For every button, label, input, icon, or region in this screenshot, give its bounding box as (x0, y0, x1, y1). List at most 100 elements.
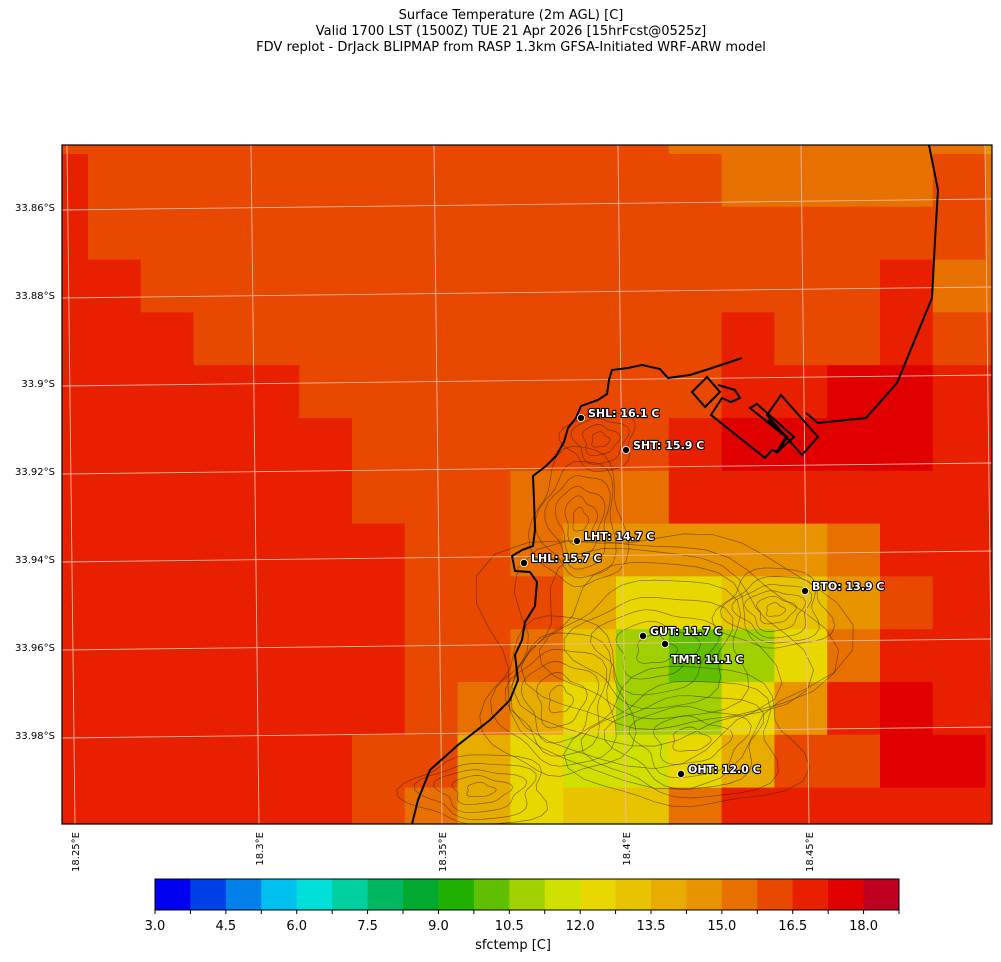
grid-cell (774, 629, 828, 683)
contour-line (505, 649, 608, 757)
latitude-label: 33.98°S (15, 731, 55, 742)
longitude-label: 18.35°E (438, 832, 449, 872)
grid-cell (827, 154, 881, 208)
station-dot-icon (639, 632, 648, 641)
colorbar-tick-label: 3.0 (145, 919, 166, 934)
grid-cell (457, 629, 511, 683)
grid-cell (721, 312, 775, 366)
grid-cell (985, 734, 992, 789)
grid-cell (193, 259, 247, 313)
grid-cell (457, 312, 511, 366)
contour-line (765, 602, 787, 617)
grid-cell (246, 787, 300, 824)
grid-cell (140, 576, 195, 630)
colorbar-tick-label: 16.5 (778, 919, 807, 934)
colorbar-swatch (403, 879, 439, 910)
grid-cell (774, 206, 828, 261)
grid-cell (880, 734, 934, 789)
colorbar-tick-label: 10.5 (495, 919, 524, 934)
grid-cell (932, 576, 987, 630)
contour-line (570, 417, 630, 465)
grid-cell (721, 682, 775, 736)
grid-cell (616, 259, 670, 313)
colorbar-swatch (651, 879, 687, 910)
station-label: SHL: 16.1 C (588, 407, 659, 420)
longitude-label: 18.45°E (805, 832, 816, 872)
grid-cell (88, 312, 142, 366)
grid-cell (299, 145, 353, 155)
grid-cell (668, 682, 723, 736)
grid-cell (457, 734, 511, 789)
longitude-label: 18.25°E (71, 832, 82, 872)
contour-line (564, 495, 598, 545)
grid-cell (563, 312, 617, 366)
colorbar-swatch (332, 879, 369, 910)
grid-cell (457, 154, 511, 208)
grid-cell (827, 523, 881, 577)
grid-cell (880, 523, 934, 577)
contour-line (572, 506, 590, 532)
grid-cell (510, 682, 564, 736)
colorbar-swatch (828, 879, 865, 910)
contour-line (591, 431, 611, 448)
latitude-label: 33.88°S (15, 291, 55, 302)
grid-cell (457, 145, 511, 155)
colorbar-swatch (438, 879, 475, 910)
grid-cell (193, 145, 247, 155)
grid-cell (668, 154, 723, 208)
grid-cell (140, 470, 195, 525)
grid-cell (510, 154, 564, 208)
grid-cell (774, 787, 828, 824)
grid-cell (668, 470, 723, 525)
grid-cell (721, 787, 775, 824)
station-label: GUT: 11.7 C (650, 625, 722, 638)
grid-cell (616, 576, 670, 630)
contour-line (563, 666, 811, 808)
latitude-label: 33.96°S (15, 643, 55, 654)
colorbar-tick-label: 7.5 (357, 919, 378, 934)
grid-cell (352, 734, 406, 789)
grid-cell (880, 470, 934, 525)
contour-line (451, 775, 514, 806)
grid-cell (774, 259, 828, 313)
grid-cell (563, 576, 617, 630)
grid-cell (140, 154, 195, 208)
station-label: LHL: 15.7 C (531, 552, 602, 565)
grid-cell (668, 734, 723, 789)
grid-cell (985, 787, 992, 824)
grid-cell (140, 418, 195, 472)
grid-cell (932, 470, 987, 525)
grid-cell (985, 365, 992, 419)
grid-cell (668, 523, 723, 577)
grid-cell (827, 576, 881, 630)
grid-cell (140, 206, 195, 261)
station-oht: OHT: 12.0 C (677, 762, 762, 779)
grid-cell (457, 418, 511, 472)
grid-cell (404, 734, 459, 789)
grid-cell (563, 523, 617, 577)
grid-cell (193, 365, 247, 419)
contour-line (528, 446, 630, 588)
map-frame (61, 144, 993, 825)
latitude-label: 33.9°S (21, 379, 55, 390)
grid-cell (510, 523, 564, 577)
grid-cell (404, 154, 459, 208)
grid-cell (774, 682, 828, 736)
title-line-3: FDV replot - DrJack BLIPMAP from RASP 1.… (256, 40, 766, 55)
grid-cell (404, 787, 459, 824)
grid-cell (62, 734, 89, 789)
contour-line (558, 411, 636, 472)
grid-cell (246, 312, 300, 366)
station-dot-icon (661, 640, 670, 649)
grid-cell (352, 576, 406, 630)
grid-cell (246, 145, 300, 155)
latitude-gridline (62, 374, 992, 387)
grid-cell (985, 470, 992, 525)
colorbar-frame (154, 878, 900, 911)
grid-cell (352, 523, 406, 577)
grid-cell (140, 629, 195, 683)
contour-line (414, 763, 537, 820)
colorbar-swatch (686, 879, 723, 910)
longitude-gridline (617, 145, 627, 824)
station-dot-icon (577, 413, 586, 422)
